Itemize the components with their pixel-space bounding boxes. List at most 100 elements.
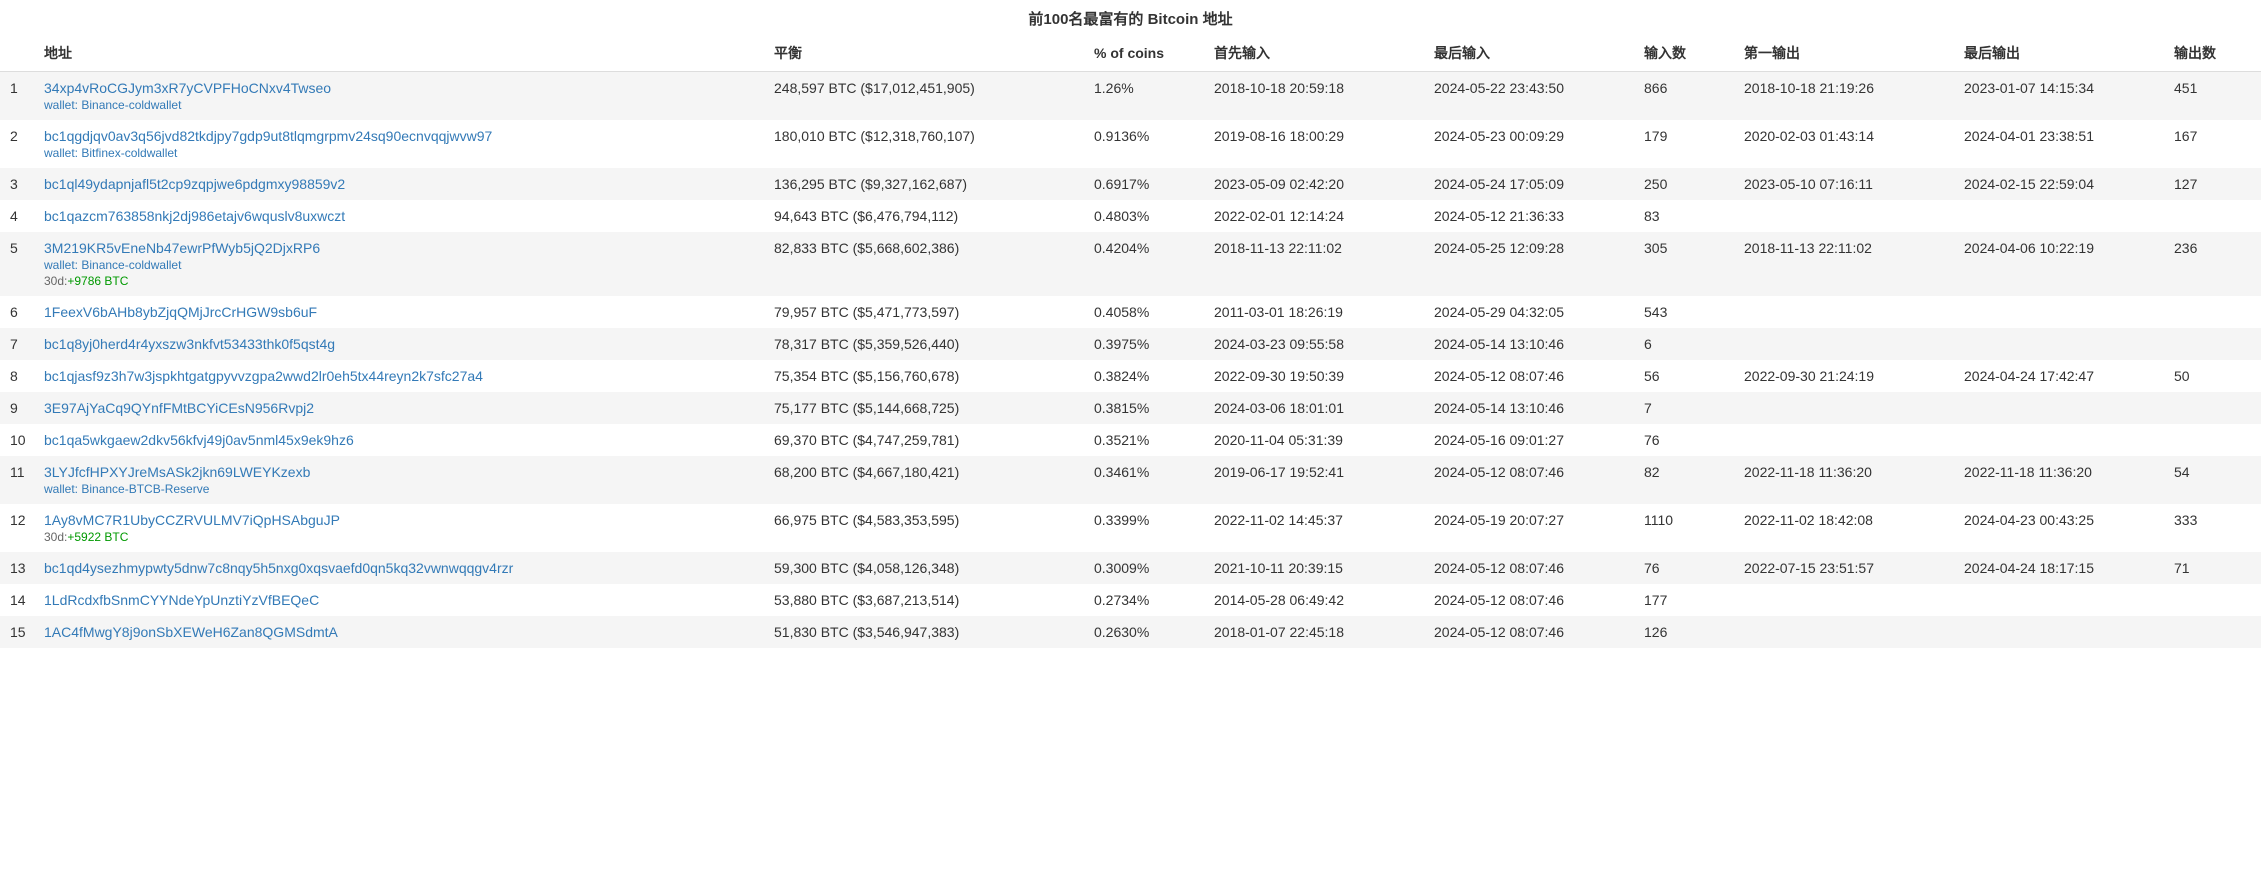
table-row: 8bc1qjasf9z3h7w3jspkhtgatgpyvvzgpa2wwd2l… (0, 360, 2261, 392)
cell-outs: 54 (2164, 456, 2261, 504)
address-link[interactable]: 3LYJfcfHPXYJreMsASk2jkn69LWEYKzexb (44, 464, 310, 480)
cell-first-in: 2024-03-23 09:55:58 (1204, 328, 1424, 360)
wallet-label[interactable]: wallet: Binance-coldwallet (44, 98, 754, 112)
cell-balance: 75,177 BTC ($5,144,668,725) (764, 392, 1084, 424)
cell-outs: 451 (2164, 72, 2261, 121)
cell-last-out (1954, 616, 2164, 648)
cell-ins: 126 (1634, 616, 1734, 648)
cell-outs: 127 (2164, 168, 2261, 200)
col-first-out: 第一输出 (1734, 35, 1954, 72)
cell-last-out: 2022-11-18 11:36:20 (1954, 456, 2164, 504)
cell-first-in: 2024-03-06 18:01:01 (1204, 392, 1424, 424)
address-link[interactable]: 1AC4fMwgY8j9onSbXEWeH6Zan8QGMSdmtA (44, 624, 338, 640)
cell-outs (2164, 200, 2261, 232)
cell-first-out (1734, 200, 1954, 232)
cell-first-out: 2022-11-18 11:36:20 (1734, 456, 1954, 504)
cell-last-in: 2024-05-22 23:43:50 (1424, 72, 1634, 121)
cell-first-in: 2020-11-04 05:31:39 (1204, 424, 1424, 456)
rich-list-table: 地址 平衡 % of coins 首先输入 最后输入 输入数 第一输出 最后输出… (0, 35, 2261, 648)
cell-last-in: 2024-05-29 04:32:05 (1424, 296, 1634, 328)
cell-outs (2164, 616, 2261, 648)
table-row: 1 34xp4vRoCGJym3xR7yCVPFHoCNxv4Twseo walle… (0, 72, 2261, 121)
cell-last-out: 2024-02-15 22:59:04 (1954, 168, 2164, 200)
address-link[interactable]: 1Ay8vMC7R1UbyCCZRVULMV7iQpHSAbguJP (44, 512, 340, 528)
cell-last-in: 2024-05-14 13:10:46 (1424, 328, 1634, 360)
cell-first-out: 2020-02-03 01:43:14 (1734, 120, 1954, 168)
wallet-label[interactable]: wallet: Binance-coldwallet (44, 258, 754, 272)
cell-last-in: 2024-05-12 08:07:46 (1424, 616, 1634, 648)
row-index: 9 (0, 392, 34, 424)
table-row: 11 3LYJfcfHPXYJreMsASk2jkn69LWEYKzexb wall… (0, 456, 2261, 504)
address-link[interactable]: bc1qa5wkgaew2dkv56kfvj49j0av5nml45x9ek9h… (44, 432, 354, 448)
cell-ins: 305 (1634, 232, 1734, 296)
cell-ins: 76 (1634, 552, 1734, 584)
cell-ins: 82 (1634, 456, 1734, 504)
cell-last-out: 2023-01-07 14:15:34 (1954, 72, 2164, 121)
cell-pct: 0.6917% (1084, 168, 1204, 200)
wallet-label[interactable]: wallet: Bitfinex-coldwallet (44, 146, 754, 160)
row-index: 2 (0, 120, 34, 168)
row-index: 3 (0, 168, 34, 200)
cell-first-in: 2014-05-28 06:49:42 (1204, 584, 1424, 616)
cell-address: 34xp4vRoCGJym3xR7yCVPFHoCNxv4Twseo wallet… (34, 72, 764, 121)
col-address: 地址 (34, 35, 764, 72)
cell-ins: 250 (1634, 168, 1734, 200)
cell-first-out: 2018-11-13 22:11:02 (1734, 232, 1954, 296)
row-index: 11 (0, 456, 34, 504)
cell-first-out: 2018-10-18 21:19:26 (1734, 72, 1954, 121)
address-link[interactable]: 34xp4vRoCGJym3xR7yCVPFHoCNxv4Twseo (44, 80, 331, 96)
cell-balance: 59,300 BTC ($4,058,126,348) (764, 552, 1084, 584)
cell-outs: 71 (2164, 552, 2261, 584)
cell-first-in: 2021-10-11 20:39:15 (1204, 552, 1424, 584)
address-link[interactable]: 1FeexV6bAHb8ybZjqQMjJrcCrHGW9sb6uF (44, 304, 317, 320)
address-link[interactable]: bc1qd4ysezhmypwty5dnw7c8nqy5h5nxg0xqsvae… (44, 560, 513, 576)
cell-first-out: 2022-07-15 23:51:57 (1734, 552, 1954, 584)
cell-outs (2164, 296, 2261, 328)
col-idx (0, 35, 34, 72)
cell-last-in: 2024-05-16 09:01:27 (1424, 424, 1634, 456)
address-link[interactable]: bc1qgdjqv0av3q56jvd82tkdjpy7gdp9ut8tlqmg… (44, 128, 492, 144)
cell-address: bc1qd4ysezhmypwty5dnw7c8nqy5h5nxg0xqsvae… (34, 552, 764, 584)
col-ins: 输入数 (1634, 35, 1734, 72)
cell-first-in: 2022-02-01 12:14:24 (1204, 200, 1424, 232)
col-balance: 平衡 (764, 35, 1084, 72)
cell-last-out (1954, 200, 2164, 232)
table-row: 4bc1qazcm763858nkj2dj986etajv6wquslv8uxw… (0, 200, 2261, 232)
cell-pct: 0.4058% (1084, 296, 1204, 328)
cell-last-in: 2024-05-24 17:05:09 (1424, 168, 1634, 200)
cell-pct: 0.2630% (1084, 616, 1204, 648)
cell-balance: 248,597 BTC ($17,012,451,905) (764, 72, 1084, 121)
cell-last-out: 2024-04-23 00:43:25 (1954, 504, 2164, 552)
row-index: 6 (0, 296, 34, 328)
cell-balance: 94,643 BTC ($6,476,794,112) (764, 200, 1084, 232)
cell-last-in: 2024-05-12 08:07:46 (1424, 584, 1634, 616)
balance-change-value: +9786 BTC (67, 274, 128, 288)
address-link[interactable]: 3M219KR5vEneNb47ewrPfWyb5jQ2DjxRP6 (44, 240, 320, 256)
row-index: 13 (0, 552, 34, 584)
cell-pct: 1.26% (1084, 72, 1204, 121)
address-link[interactable]: bc1ql49ydapnjafl5t2cp9zqpjwe6pdgmxy98859… (44, 176, 345, 192)
address-link[interactable]: bc1q8yj0herd4r4yxszw3nkfvt53433thk0f5qst… (44, 336, 335, 352)
col-first-in: 首先输入 (1204, 35, 1424, 72)
cell-outs (2164, 424, 2261, 456)
wallet-label[interactable]: wallet: Binance-BTCB-Reserve (44, 482, 754, 496)
cell-balance: 68,200 BTC ($4,667,180,421) (764, 456, 1084, 504)
cell-ins: 866 (1634, 72, 1734, 121)
cell-pct: 0.3815% (1084, 392, 1204, 424)
address-link[interactable]: bc1qjasf9z3h7w3jspkhtgatgpyvvzgpa2wwd2lr… (44, 368, 483, 384)
row-index: 15 (0, 616, 34, 648)
address-link[interactable]: 3E97AjYaCq9QYnfFMtBCYiCEsN956Rvpj2 (44, 400, 314, 416)
cell-pct: 0.3399% (1084, 504, 1204, 552)
cell-first-in: 2022-11-02 14:45:37 (1204, 504, 1424, 552)
cell-balance: 66,975 BTC ($4,583,353,595) (764, 504, 1084, 552)
cell-last-out (1954, 328, 2164, 360)
address-link[interactable]: bc1qazcm763858nkj2dj986etajv6wquslv8uxwc… (44, 208, 345, 224)
address-link[interactable]: 1LdRcdxfbSnmCYYNdeYpUnztiYzVfBEQeC (44, 592, 319, 608)
table-row: 141LdRcdxfbSnmCYYNdeYpUnztiYzVfBEQeC53,8… (0, 584, 2261, 616)
row-index: 1 (0, 72, 34, 121)
cell-last-in: 2024-05-25 12:09:28 (1424, 232, 1634, 296)
cell-last-in: 2024-05-23 00:09:29 (1424, 120, 1634, 168)
cell-address: 1AC4fMwgY8j9onSbXEWeH6Zan8QGMSdmtA (34, 616, 764, 648)
table-header-row: 地址 平衡 % of coins 首先输入 最后输入 输入数 第一输出 最后输出… (0, 35, 2261, 72)
balance-change-value: +5922 BTC (67, 530, 128, 544)
